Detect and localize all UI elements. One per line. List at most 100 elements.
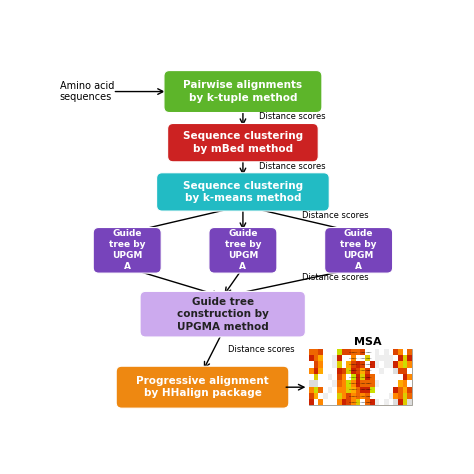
Bar [360, 393, 365, 399]
Bar [384, 380, 389, 387]
Bar [314, 368, 319, 374]
Bar [337, 374, 342, 380]
Bar [365, 380, 370, 387]
FancyBboxPatch shape [325, 228, 392, 273]
Text: MSA: MSA [354, 337, 382, 346]
Bar [356, 393, 360, 399]
Bar [351, 393, 356, 399]
Bar [346, 362, 351, 368]
Bar [314, 355, 319, 362]
Bar [342, 349, 346, 355]
Bar [398, 399, 402, 405]
Text: Guide tree
construction by
UPGMA method: Guide tree construction by UPGMA method [177, 297, 269, 332]
Text: ·SKKIFS···SKFFTSKKL: ·SKKIFS···SKFFTSKKL [348, 395, 373, 397]
Bar [346, 393, 351, 399]
Bar [374, 380, 379, 387]
Bar [402, 349, 407, 355]
Bar [384, 355, 389, 362]
Bar [365, 355, 370, 362]
Bar [356, 355, 360, 362]
Bar [360, 374, 365, 380]
Bar [402, 393, 407, 399]
Bar [332, 355, 337, 362]
Text: Amino acid
sequences: Amino acid sequences [60, 81, 114, 102]
Bar [389, 355, 393, 362]
Bar [384, 374, 389, 380]
Bar [407, 349, 412, 355]
Bar [351, 387, 356, 393]
Bar [360, 399, 365, 405]
Text: Distance scores: Distance scores [228, 345, 295, 354]
Bar [328, 362, 332, 368]
Bar [314, 349, 319, 355]
Bar [309, 362, 314, 368]
Bar [402, 380, 407, 387]
Bar [319, 387, 323, 393]
Bar [323, 393, 328, 399]
Bar [328, 374, 332, 380]
Bar [360, 349, 365, 355]
Bar [342, 387, 346, 393]
Bar [351, 399, 356, 405]
Bar [337, 355, 342, 362]
Bar [374, 387, 379, 393]
Bar [365, 368, 370, 374]
Bar [323, 349, 328, 355]
Text: ·SKKIFS···SKFFTSKKL: ·SKKIFS···SKFFTSKKL [348, 352, 373, 353]
Bar [309, 393, 314, 399]
Bar [370, 374, 374, 380]
Bar [402, 362, 407, 368]
Bar [370, 380, 374, 387]
Bar [332, 387, 337, 393]
Text: Distance scores: Distance scores [301, 273, 368, 282]
Text: Distance scores: Distance scores [259, 162, 326, 171]
Bar [379, 393, 384, 399]
Bar [389, 374, 393, 380]
Bar [323, 355, 328, 362]
Bar [332, 393, 337, 399]
Text: Sequence clustering
by k-means method: Sequence clustering by k-means method [183, 181, 303, 203]
Bar [309, 368, 314, 374]
Bar [389, 393, 393, 399]
Text: Guide
tree by
UPGM
A: Guide tree by UPGM A [225, 229, 261, 272]
Bar [342, 362, 346, 368]
Bar [365, 362, 370, 368]
Bar [389, 362, 393, 368]
Bar [323, 380, 328, 387]
Bar [356, 374, 360, 380]
Bar [319, 355, 323, 362]
Bar [323, 387, 328, 393]
FancyBboxPatch shape [309, 349, 412, 405]
Bar [384, 387, 389, 393]
Bar [374, 355, 379, 362]
Bar [384, 393, 389, 399]
Bar [332, 362, 337, 368]
Bar [402, 387, 407, 393]
Bar [365, 349, 370, 355]
Bar [398, 349, 402, 355]
Bar [323, 399, 328, 405]
Bar [398, 374, 402, 380]
Bar [337, 393, 342, 399]
Text: Distance scores: Distance scores [259, 112, 326, 121]
Bar [389, 349, 393, 355]
Text: ·SKKIFS···SKFFTSKKL: ·SKKIFS···SKFFTSKKL [348, 377, 373, 378]
Bar [360, 355, 365, 362]
Bar [407, 380, 412, 387]
Bar [314, 393, 319, 399]
FancyBboxPatch shape [156, 173, 329, 211]
Bar [393, 362, 398, 368]
Bar [328, 355, 332, 362]
Bar [356, 380, 360, 387]
Bar [398, 380, 402, 387]
Bar [379, 368, 384, 374]
Bar [342, 399, 346, 405]
Bar [332, 399, 337, 405]
Bar [332, 380, 337, 387]
Bar [374, 368, 379, 374]
Bar [314, 362, 319, 368]
Bar [402, 368, 407, 374]
Bar [328, 368, 332, 374]
Bar [374, 374, 379, 380]
Text: Pairwise alignments
by k-tuple method: Pairwise alignments by k-tuple method [183, 81, 302, 103]
